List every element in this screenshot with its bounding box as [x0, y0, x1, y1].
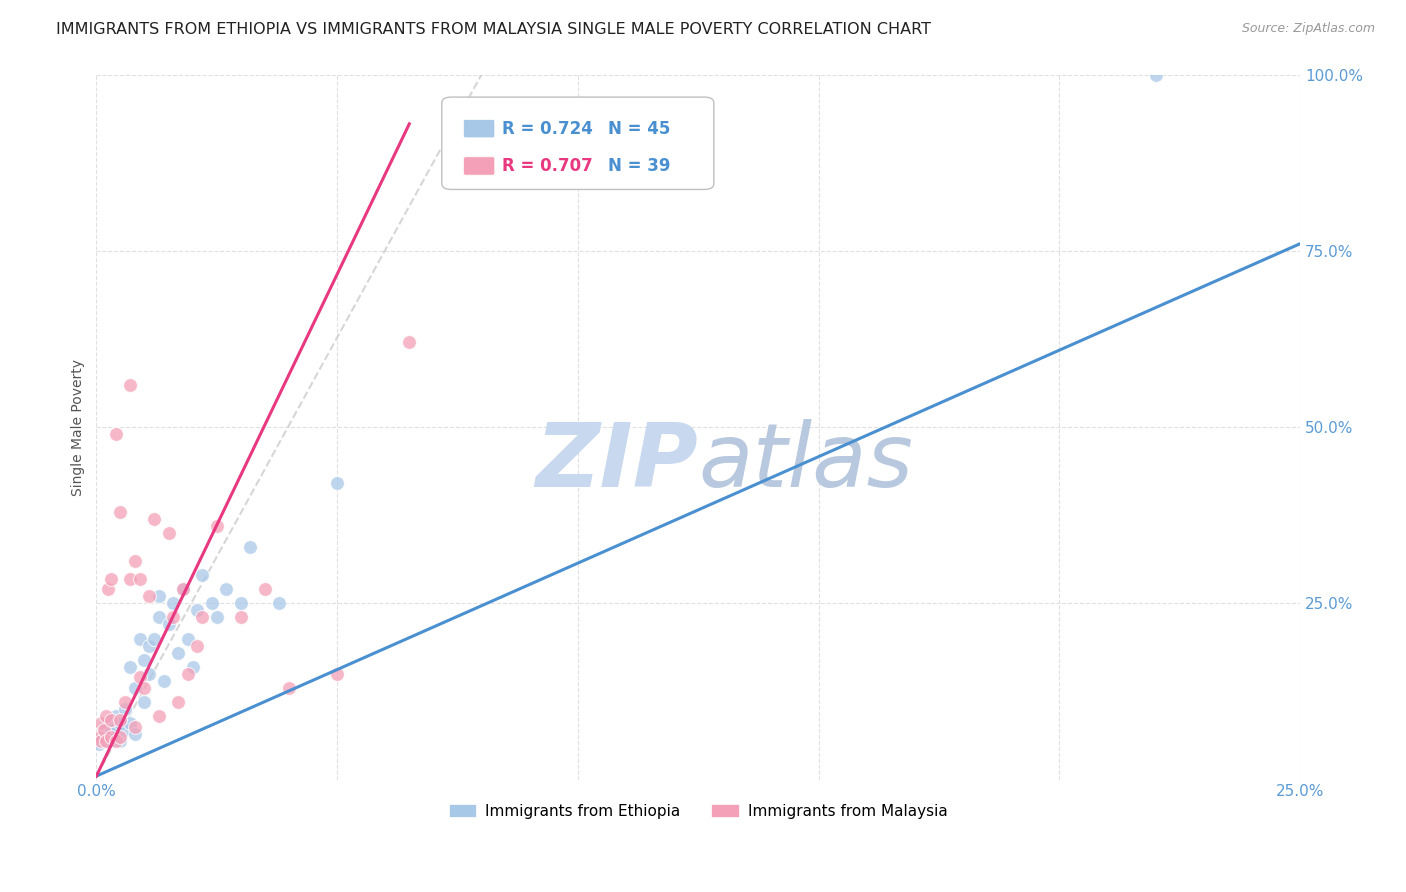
- Text: R = 0.707: R = 0.707: [502, 157, 593, 175]
- Point: [177, 666, 200, 681]
- Point: [134, 681, 156, 695]
- Point: [191, 610, 214, 624]
- Point: [100, 731, 122, 745]
- Point: [87, 737, 110, 751]
- Point: [93, 723, 115, 738]
- Point: [104, 731, 127, 745]
- Point: [90, 731, 112, 745]
- Point: [124, 727, 146, 741]
- Point: [104, 709, 127, 723]
- Point: [162, 596, 184, 610]
- Point: [110, 734, 132, 748]
- Point: [128, 670, 150, 684]
- Point: [181, 660, 204, 674]
- Text: atlas: atlas: [699, 419, 912, 505]
- Point: [326, 666, 349, 681]
- Point: [110, 716, 132, 731]
- Point: [104, 427, 127, 442]
- Y-axis label: Single Male Poverty: Single Male Poverty: [72, 359, 86, 496]
- Point: [201, 596, 224, 610]
- Point: [138, 589, 160, 603]
- Point: [110, 713, 132, 727]
- Point: [1144, 68, 1167, 82]
- Point: [148, 589, 170, 603]
- Point: [186, 603, 208, 617]
- Text: N = 39: N = 39: [607, 157, 671, 175]
- Point: [172, 582, 194, 597]
- Point: [124, 720, 146, 734]
- Point: [124, 681, 146, 695]
- Point: [186, 639, 208, 653]
- Point: [100, 572, 122, 586]
- Point: [143, 512, 166, 526]
- Point: [167, 646, 190, 660]
- Point: [94, 734, 117, 748]
- Point: [205, 610, 228, 624]
- Point: [134, 695, 156, 709]
- Point: [87, 731, 110, 745]
- Point: [205, 518, 228, 533]
- Point: [104, 720, 127, 734]
- Point: [239, 540, 262, 554]
- FancyBboxPatch shape: [441, 97, 714, 189]
- Point: [114, 702, 136, 716]
- Point: [191, 568, 214, 582]
- Point: [138, 666, 160, 681]
- Point: [229, 610, 252, 624]
- Point: [104, 734, 127, 748]
- Point: [100, 734, 122, 748]
- Point: [162, 610, 184, 624]
- Point: [143, 632, 166, 646]
- Point: [97, 731, 120, 745]
- Point: [93, 723, 115, 738]
- Point: [118, 660, 141, 674]
- Point: [157, 525, 180, 540]
- Point: [326, 476, 349, 491]
- Point: [134, 653, 156, 667]
- Point: [278, 681, 301, 695]
- Point: [124, 554, 146, 568]
- Point: [398, 335, 420, 350]
- Point: [100, 713, 122, 727]
- Text: IMMIGRANTS FROM ETHIOPIA VS IMMIGRANTS FROM MALAYSIA SINGLE MALE POVERTY CORRELA: IMMIGRANTS FROM ETHIOPIA VS IMMIGRANTS F…: [56, 22, 931, 37]
- Legend: Immigrants from Ethiopia, Immigrants from Malaysia: Immigrants from Ethiopia, Immigrants fro…: [443, 797, 953, 825]
- Point: [215, 582, 238, 597]
- FancyBboxPatch shape: [464, 120, 495, 138]
- Point: [97, 582, 120, 597]
- Point: [138, 639, 160, 653]
- Point: [90, 734, 112, 748]
- Point: [157, 617, 180, 632]
- Text: N = 45: N = 45: [607, 120, 671, 137]
- Point: [110, 731, 132, 745]
- Point: [114, 723, 136, 738]
- Point: [100, 723, 122, 738]
- Point: [94, 709, 117, 723]
- Point: [269, 596, 291, 610]
- FancyBboxPatch shape: [464, 157, 495, 175]
- Point: [118, 716, 141, 731]
- Point: [118, 572, 141, 586]
- Point: [114, 695, 136, 709]
- Point: [128, 632, 150, 646]
- Point: [148, 610, 170, 624]
- Point: [148, 709, 170, 723]
- Text: R = 0.724: R = 0.724: [502, 120, 593, 137]
- Point: [94, 716, 117, 731]
- Point: [152, 673, 174, 688]
- Text: ZIP: ZIP: [536, 419, 699, 506]
- Point: [229, 596, 252, 610]
- Text: Source: ZipAtlas.com: Source: ZipAtlas.com: [1241, 22, 1375, 36]
- Point: [172, 582, 194, 597]
- Point: [110, 505, 132, 519]
- Point: [128, 572, 150, 586]
- Point: [94, 734, 117, 748]
- Point: [118, 377, 141, 392]
- Point: [90, 716, 112, 731]
- Point: [177, 632, 200, 646]
- Point: [253, 582, 276, 597]
- Point: [100, 713, 122, 727]
- Point: [167, 695, 190, 709]
